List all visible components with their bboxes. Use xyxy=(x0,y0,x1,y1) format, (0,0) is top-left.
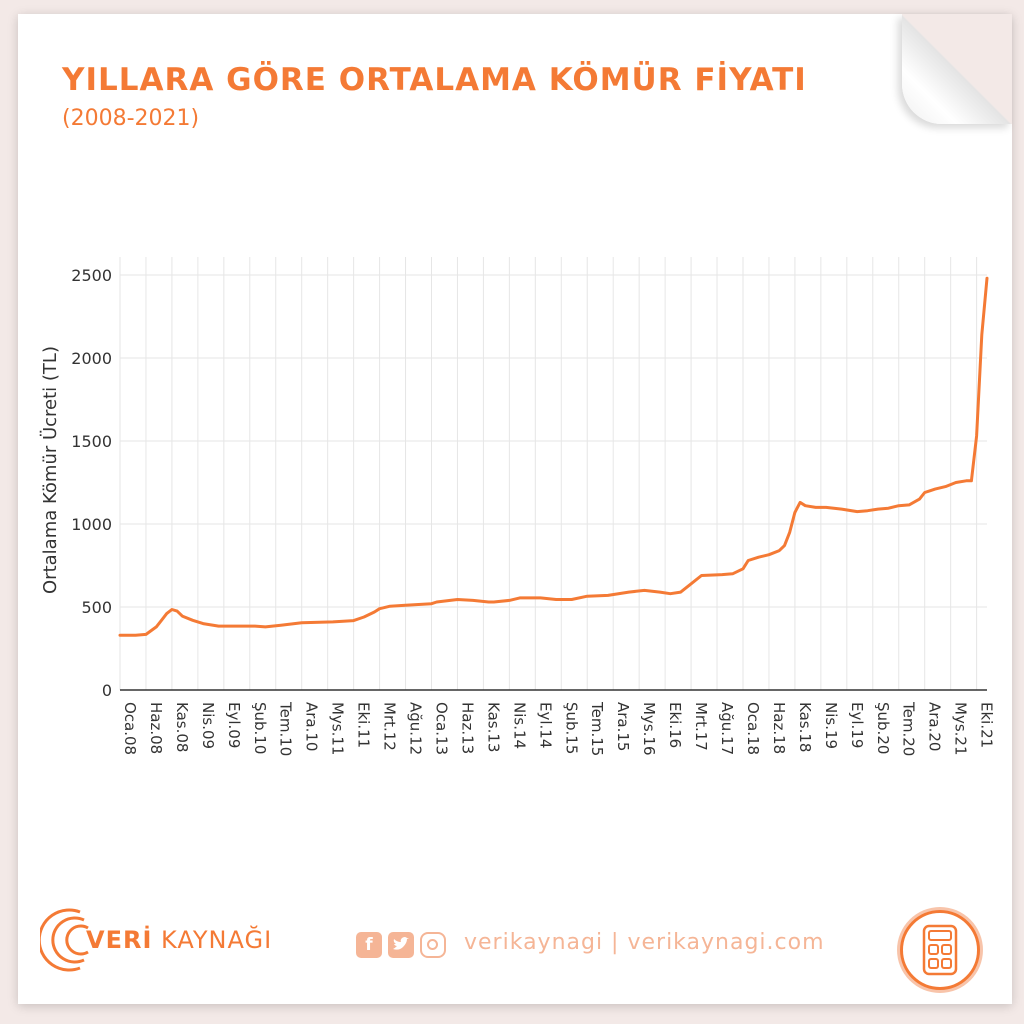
x-tick-label: Şub.10 xyxy=(251,702,269,754)
x-tick-label: Eyl.14 xyxy=(536,702,554,748)
x-tick-label: Şub.20 xyxy=(874,702,892,754)
twitter-icon[interactable] xyxy=(388,932,414,958)
x-tick-label: Kas.08 xyxy=(173,702,191,752)
x-tick-label: Ara.10 xyxy=(303,702,321,751)
x-tick-label: Haz.18 xyxy=(770,702,788,754)
x-tick-label: Oca.13 xyxy=(432,702,450,755)
x-tick-label: Ağu.12 xyxy=(407,702,425,755)
x-tick-label: Tem.15 xyxy=(588,701,606,756)
x-tick-label: Eyl.09 xyxy=(225,702,243,748)
x-tick-label: Mrt.17 xyxy=(692,702,710,751)
instagram-icon[interactable] xyxy=(420,932,446,958)
x-tick-label: Haz.13 xyxy=(458,702,476,754)
brand-name-bold: VERİ xyxy=(86,926,153,954)
x-tick-label: Ara.20 xyxy=(926,702,944,751)
brand-logo-mark xyxy=(40,908,89,972)
x-tick-label: Tem.10 xyxy=(277,701,295,756)
website-text[interactable]: verikaynagi | verikaynagi.com xyxy=(464,930,825,955)
x-tick-label: Tem.20 xyxy=(900,701,918,756)
chart-subtitle: (2008-2021) xyxy=(62,106,200,131)
y-tick-label: 1000 xyxy=(71,515,112,534)
series-line xyxy=(118,276,989,637)
x-tick-label: Mys.11 xyxy=(329,702,347,756)
x-tick-label: Mys.16 xyxy=(640,702,658,756)
x-tick-label: Kas.13 xyxy=(484,702,502,752)
x-tick-label: Eki.11 xyxy=(355,702,373,748)
axis-layer: Oca.08 Haz.08 Kas.08 Nis.09 Eyl.09 Şub.10 Tem.… xyxy=(71,266,995,756)
x-tick-label: Nis.14 xyxy=(510,702,528,749)
x-tick-label: Oca.08 xyxy=(121,702,139,755)
series-layer xyxy=(118,276,989,637)
chart-title: YILLARA GÖRE ORTALAMA KÖMÜR FİYATI xyxy=(62,62,807,98)
x-tick-label: Eyl.19 xyxy=(848,702,866,748)
y-tick-label: 0 xyxy=(102,681,112,700)
y-tick-label: 500 xyxy=(81,598,112,617)
brand-name: VERİ KAYNAĞI xyxy=(86,926,272,954)
page-curl xyxy=(902,14,1012,124)
y-tick-label: 2000 xyxy=(71,349,112,368)
y-tick-label: 2500 xyxy=(71,266,112,285)
facebook-icon[interactable]: f xyxy=(356,932,382,958)
x-tick-label: Nis.19 xyxy=(822,702,840,749)
brand-name-rest: KAYNAĞI xyxy=(152,926,273,954)
x-tick-label: Nis.09 xyxy=(199,702,217,749)
x-tick-label: Mrt.12 xyxy=(381,702,399,751)
social-icons: f xyxy=(356,932,446,958)
x-tick-label: Oca.18 xyxy=(744,702,762,755)
x-tick-label: Mys.21 xyxy=(952,702,970,756)
x-tick-label: Eki.16 xyxy=(666,702,684,748)
y-axis-label: Ortalama Kömür Ücreti (TL) xyxy=(39,346,61,594)
x-tick-label: Kas.18 xyxy=(796,702,814,752)
x-tick-label: Şub.15 xyxy=(562,702,580,754)
calculator-icon xyxy=(900,910,980,990)
x-tick-label: Eki.21 xyxy=(978,702,996,748)
x-tick-label: Ara.15 xyxy=(614,702,632,751)
y-tick-label: 1500 xyxy=(71,432,112,451)
x-tick-label: Ağu.17 xyxy=(718,702,736,755)
x-tick-label: Haz.08 xyxy=(147,702,165,754)
